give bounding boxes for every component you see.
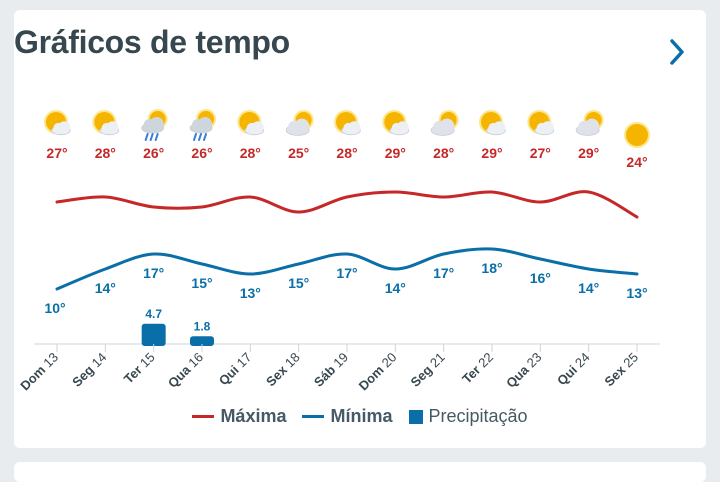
x-tick-label: Qua 23 [503, 350, 544, 391]
cloud-puff [294, 118, 310, 134]
min-temp-label: 16° [530, 270, 551, 286]
rain-drop [198, 133, 202, 141]
min-temp-label: 10° [44, 300, 65, 316]
max-series-line [55, 190, 639, 219]
sun-rain-icon [141, 109, 168, 141]
x-tick-label: Ter 22 [459, 350, 496, 387]
x-tick-label: Dom 13 [17, 350, 61, 394]
min-temp-label: 15° [288, 275, 309, 291]
max-temp-label: 28° [433, 145, 454, 161]
x-tick-label: Sex 18 [263, 350, 303, 390]
x-tick-label: Sáb 19 [311, 350, 351, 390]
precip-label: 4.7 [145, 307, 162, 321]
max-temp-label: 28° [240, 145, 261, 161]
sun-cloud-icon [479, 110, 506, 136]
max-temp-label: 24° [626, 154, 647, 170]
max-temp-label: 29° [578, 145, 599, 161]
max-temp-label: 26° [143, 145, 164, 161]
min-temp-label: 17° [143, 265, 164, 281]
cloud-puff [198, 117, 212, 131]
weather-chart-card [14, 10, 706, 448]
legend-precip-label: Precipitação [428, 406, 528, 426]
sun-icon [624, 122, 650, 148]
rain-drop [203, 133, 207, 141]
cloud-puff [439, 118, 455, 134]
min-temp-label: 17° [433, 265, 454, 281]
max-temp-label: 29° [481, 145, 502, 161]
cloud-puff [149, 117, 164, 131]
precip-bar [141, 323, 166, 346]
sun-cloud-icon [334, 110, 361, 136]
precip-bar [190, 336, 214, 346]
min-temp-label: 18° [481, 260, 502, 276]
cloud-puff [493, 121, 506, 134]
legend-max-label: Máxima [220, 406, 287, 426]
min-temp-label: 14° [385, 280, 406, 296]
max-temp-label: 28° [336, 145, 357, 161]
cloud-puff [106, 121, 119, 134]
cloud-sun-icon [575, 110, 604, 136]
rain-drop [149, 133, 154, 141]
chevron-right-icon[interactable] [666, 36, 688, 68]
legend-max-swatch [192, 415, 215, 418]
cloud-sun-icon [285, 110, 314, 136]
sun-cloud-icon [44, 110, 71, 136]
min-temp-label: 15° [191, 275, 212, 291]
x-tick-label: Qui 17 [216, 350, 255, 389]
weather-chart: 27° 28° 26° 26° 28° 25° 28° 29° 28° 29° 27° 29° 24° 1… [17, 109, 660, 394]
cloud-sun-icon [430, 110, 459, 136]
page-title: Gráficos de tempo [14, 24, 290, 60]
cloud-puff [584, 118, 600, 134]
legend-min-swatch [302, 415, 325, 418]
x-tick-label: Ter 15 [121, 350, 158, 387]
x-tick-label: Dom 20 [356, 350, 400, 394]
max-temp-label: 27° [530, 145, 551, 161]
min-series-line [55, 247, 639, 291]
cloud-puff [251, 121, 264, 134]
legend-min-label: Mínima [330, 406, 393, 426]
min-temp-label: 17° [336, 265, 357, 281]
x-tick-label: Qui 24 [554, 350, 593, 389]
min-temp-label: 13° [626, 285, 647, 301]
max-temp-label: 26° [191, 145, 212, 161]
min-temp-label: 14° [578, 280, 599, 296]
sun-cloud-icon [382, 110, 410, 136]
x-tick-label: Qua 16 [165, 350, 206, 391]
cloud-puff [396, 121, 409, 134]
min-temp-label: 13° [240, 285, 261, 301]
max-temp-label: 29° [385, 145, 406, 161]
legend-precip-swatch [408, 409, 423, 424]
rain-drop [154, 133, 159, 141]
rain-drop [144, 133, 149, 141]
sun-cloud-icon [237, 110, 265, 136]
max-temp-label: 25° [288, 145, 309, 161]
sun-cloud-icon [92, 110, 120, 136]
max-temp-label: 27° [46, 145, 67, 161]
rain-drop [193, 133, 197, 141]
sun-disc [626, 124, 648, 146]
legend-max[interactable]: Máxima [192, 406, 286, 427]
max-temp-label: 28° [95, 145, 116, 161]
sun-cloud-icon [527, 110, 555, 136]
cloud-puff [348, 121, 361, 134]
legend-precip[interactable]: Precipitação [408, 406, 528, 427]
x-tick-label: Seg 21 [408, 350, 448, 390]
precip-label: 1.8 [194, 319, 211, 333]
legend-min[interactable]: Mínima [302, 406, 393, 427]
cloud-puff [541, 121, 554, 134]
cloud-puff [58, 121, 71, 134]
chart-legend: Máxima Mínima Precipitação [0, 406, 720, 427]
sun-rain-icon [189, 109, 216, 141]
min-temp-label: 14° [95, 280, 116, 296]
x-tick-label: Sex 25 [601, 350, 641, 390]
x-tick-label: Seg 14 [69, 350, 109, 390]
